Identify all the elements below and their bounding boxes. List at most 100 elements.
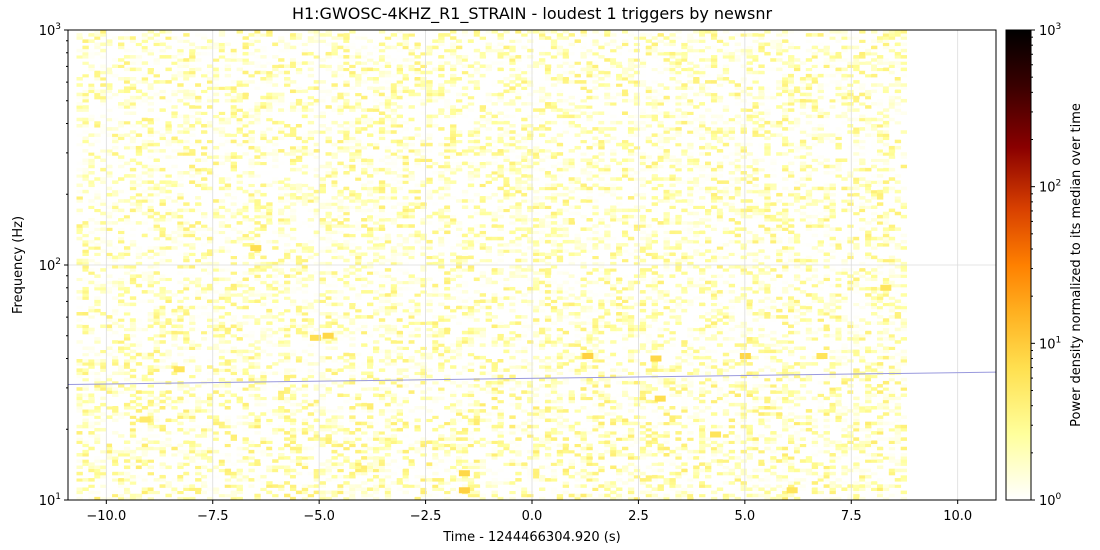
- heatmap-cell: [378, 393, 386, 397]
- heatmap-cell: [331, 490, 338, 495]
- heatmap-cell: [301, 421, 309, 426]
- heatmap-cell: [183, 390, 190, 394]
- heatmap-cell: [248, 456, 255, 460]
- heatmap-cell: [118, 434, 125, 438]
- heatmap-cell: [675, 456, 682, 460]
- heatmap-cell: [420, 374, 427, 379]
- heatmap-cell: [378, 468, 386, 473]
- heatmap-cell: [153, 330, 160, 335]
- heatmap-cell: [710, 330, 718, 335]
- heatmap-cell: [533, 496, 540, 500]
- heatmap-cell: [710, 371, 718, 376]
- heatmap-cell: [645, 371, 653, 376]
- heatmap-cell: [835, 327, 842, 332]
- heatmap-cell: [171, 337, 178, 341]
- heatmap-cell: [687, 440, 694, 444]
- heatmap-cell: [153, 296, 160, 300]
- heatmap-cell: [503, 496, 510, 500]
- heatmap-cell: [633, 296, 641, 300]
- heatmap-cell: [586, 453, 593, 457]
- heatmap-cell: [390, 409, 398, 413]
- heatmap-cell: [752, 355, 759, 360]
- heatmap-cell: [793, 434, 801, 438]
- heatmap-cell: [242, 315, 249, 319]
- heatmap-cell: [752, 399, 759, 404]
- heatmap-cell: [521, 368, 528, 372]
- heatmap-cell: [325, 418, 332, 423]
- heatmap-cell: [224, 312, 232, 316]
- heatmap-cell: [888, 343, 896, 347]
- heatmap-cell: [580, 459, 587, 463]
- heatmap-cell: [289, 412, 297, 416]
- heatmap-cell: [266, 352, 273, 357]
- heatmap-cell: [764, 396, 771, 401]
- heatmap-cell: [752, 437, 759, 441]
- heatmap-cell: [355, 437, 362, 441]
- heatmap-cell: [289, 437, 297, 441]
- heatmap-cell: [301, 465, 309, 470]
- heatmap-cell: [295, 359, 303, 363]
- heatmap-cell: [82, 443, 89, 448]
- heatmap-cell: [260, 481, 267, 485]
- heatmap-cell: [770, 459, 777, 463]
- heatmap-cell: [201, 315, 208, 319]
- heatmap-cell: [859, 471, 866, 476]
- heatmap-cell: [491, 302, 498, 307]
- heatmap-cell: [343, 496, 350, 500]
- heatmap-cell: [129, 365, 137, 369]
- heatmap-cell: [882, 340, 890, 344]
- heatmap-cell: [574, 340, 581, 344]
- heatmap-cell: [574, 415, 581, 419]
- heatmap-cell: [349, 324, 356, 329]
- heatmap-cell: [793, 321, 801, 325]
- heatmap-cell: [811, 412, 819, 416]
- heatmap-cell: [616, 327, 623, 332]
- heatmap-cell: [876, 384, 884, 388]
- heatmap-cell: [118, 415, 125, 419]
- heatmap-cell: [776, 406, 783, 410]
- heatmap-cell: [94, 409, 101, 413]
- heatmap-cell: [444, 418, 451, 423]
- heatmap-cell: [123, 324, 131, 329]
- heatmap-cell: [337, 324, 344, 329]
- heatmap-cell: [770, 368, 777, 372]
- heatmap-cell: [681, 340, 688, 344]
- heatmap-cell: [147, 446, 154, 451]
- heatmap-cell: [94, 377, 101, 382]
- heatmap-cell: [610, 434, 617, 438]
- heatmap-cell: [112, 456, 119, 460]
- heatmap-cell: [372, 496, 380, 500]
- heatmap-cell: [319, 431, 326, 435]
- heatmap-cell: [527, 362, 534, 366]
- heatmap-cell: [497, 333, 504, 338]
- heatmap-cell: [455, 449, 463, 454]
- heatmap-cell: [734, 312, 741, 316]
- heatmap-cell: [859, 490, 866, 495]
- heatmap-cell: [740, 471, 747, 476]
- heatmap-cell: [687, 393, 694, 397]
- heatmap-cell: [782, 478, 789, 482]
- heatmap-cell: [586, 321, 593, 325]
- heatmap-cell: [372, 393, 380, 397]
- heatmap-cell: [485, 421, 492, 426]
- heatmap-cell: [788, 296, 795, 300]
- heatmap-cell: [663, 481, 670, 485]
- heatmap-cell: [610, 443, 617, 448]
- heatmap-cell: [533, 402, 540, 407]
- heatmap-cell: [639, 412, 647, 416]
- heatmap-cell: [260, 377, 267, 382]
- heatmap-cell: [230, 333, 237, 338]
- heatmap-cell: [88, 496, 95, 500]
- heatmap-cell: [183, 478, 190, 482]
- heatmap-cell: [384, 393, 392, 397]
- heatmap-cell: [94, 359, 101, 363]
- heatmap-cell: [224, 371, 232, 376]
- heatmap-cell: [728, 362, 736, 366]
- heatmap-cell: [224, 340, 232, 344]
- heatmap-cell: [201, 312, 208, 316]
- heatmap-cell: [153, 424, 160, 429]
- heatmap-cell: [159, 446, 166, 451]
- heatmap-cell: [295, 471, 303, 476]
- heatmap-cell: [770, 421, 777, 426]
- heatmap-cell: [88, 481, 95, 485]
